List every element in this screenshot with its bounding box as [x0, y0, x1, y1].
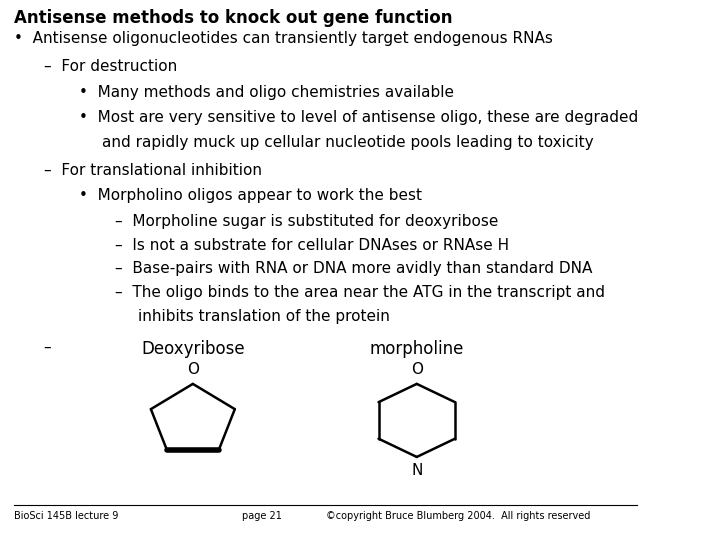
- Text: morpholine: morpholine: [369, 340, 464, 358]
- Text: –  For destruction: – For destruction: [44, 59, 177, 74]
- Text: and rapidly muck up cellular nucleotide pools leading to toxicity: and rapidly muck up cellular nucleotide …: [102, 134, 593, 150]
- Text: •  Many methods and oligo chemistries available: • Many methods and oligo chemistries ava…: [79, 85, 454, 100]
- Text: BioSci 145B lecture 9: BioSci 145B lecture 9: [14, 511, 119, 521]
- Text: inhibits translation of the protein: inhibits translation of the protein: [138, 309, 390, 323]
- Text: N: N: [411, 463, 423, 478]
- Text: •  Morpholino oligos appear to work the best: • Morpholino oligos appear to work the b…: [79, 188, 422, 204]
- Text: –: –: [44, 340, 51, 355]
- Text: Antisense methods to knock out gene function: Antisense methods to knock out gene func…: [14, 9, 453, 28]
- Text: •  Antisense oligonucleotides can transiently target endogenous RNAs: • Antisense oligonucleotides can transie…: [14, 31, 553, 46]
- Text: –  The oligo binds to the area near the ATG in the transcript and: – The oligo binds to the area near the A…: [115, 285, 605, 300]
- Text: O: O: [187, 362, 199, 377]
- Text: –  For translational inhibition: – For translational inhibition: [44, 163, 261, 178]
- Text: page 21: page 21: [241, 511, 282, 521]
- Text: –  Is not a substrate for cellular DNAses or RNAse H: – Is not a substrate for cellular DNAses…: [115, 238, 509, 253]
- Text: –  Morpholine sugar is substituted for deoxyribose: – Morpholine sugar is substituted for de…: [115, 214, 498, 229]
- Text: Deoxyribose: Deoxyribose: [141, 340, 245, 358]
- Text: •  Most are very sensitive to level of antisense oligo, these are degraded: • Most are very sensitive to level of an…: [79, 111, 639, 125]
- Text: ©copyright Bruce Blumberg 2004.  All rights reserved: ©copyright Bruce Blumberg 2004. All righ…: [326, 511, 590, 521]
- Text: O: O: [410, 362, 423, 377]
- Text: –  Base-pairs with RNA or DNA more avidly than standard DNA: – Base-pairs with RNA or DNA more avidly…: [115, 261, 593, 276]
